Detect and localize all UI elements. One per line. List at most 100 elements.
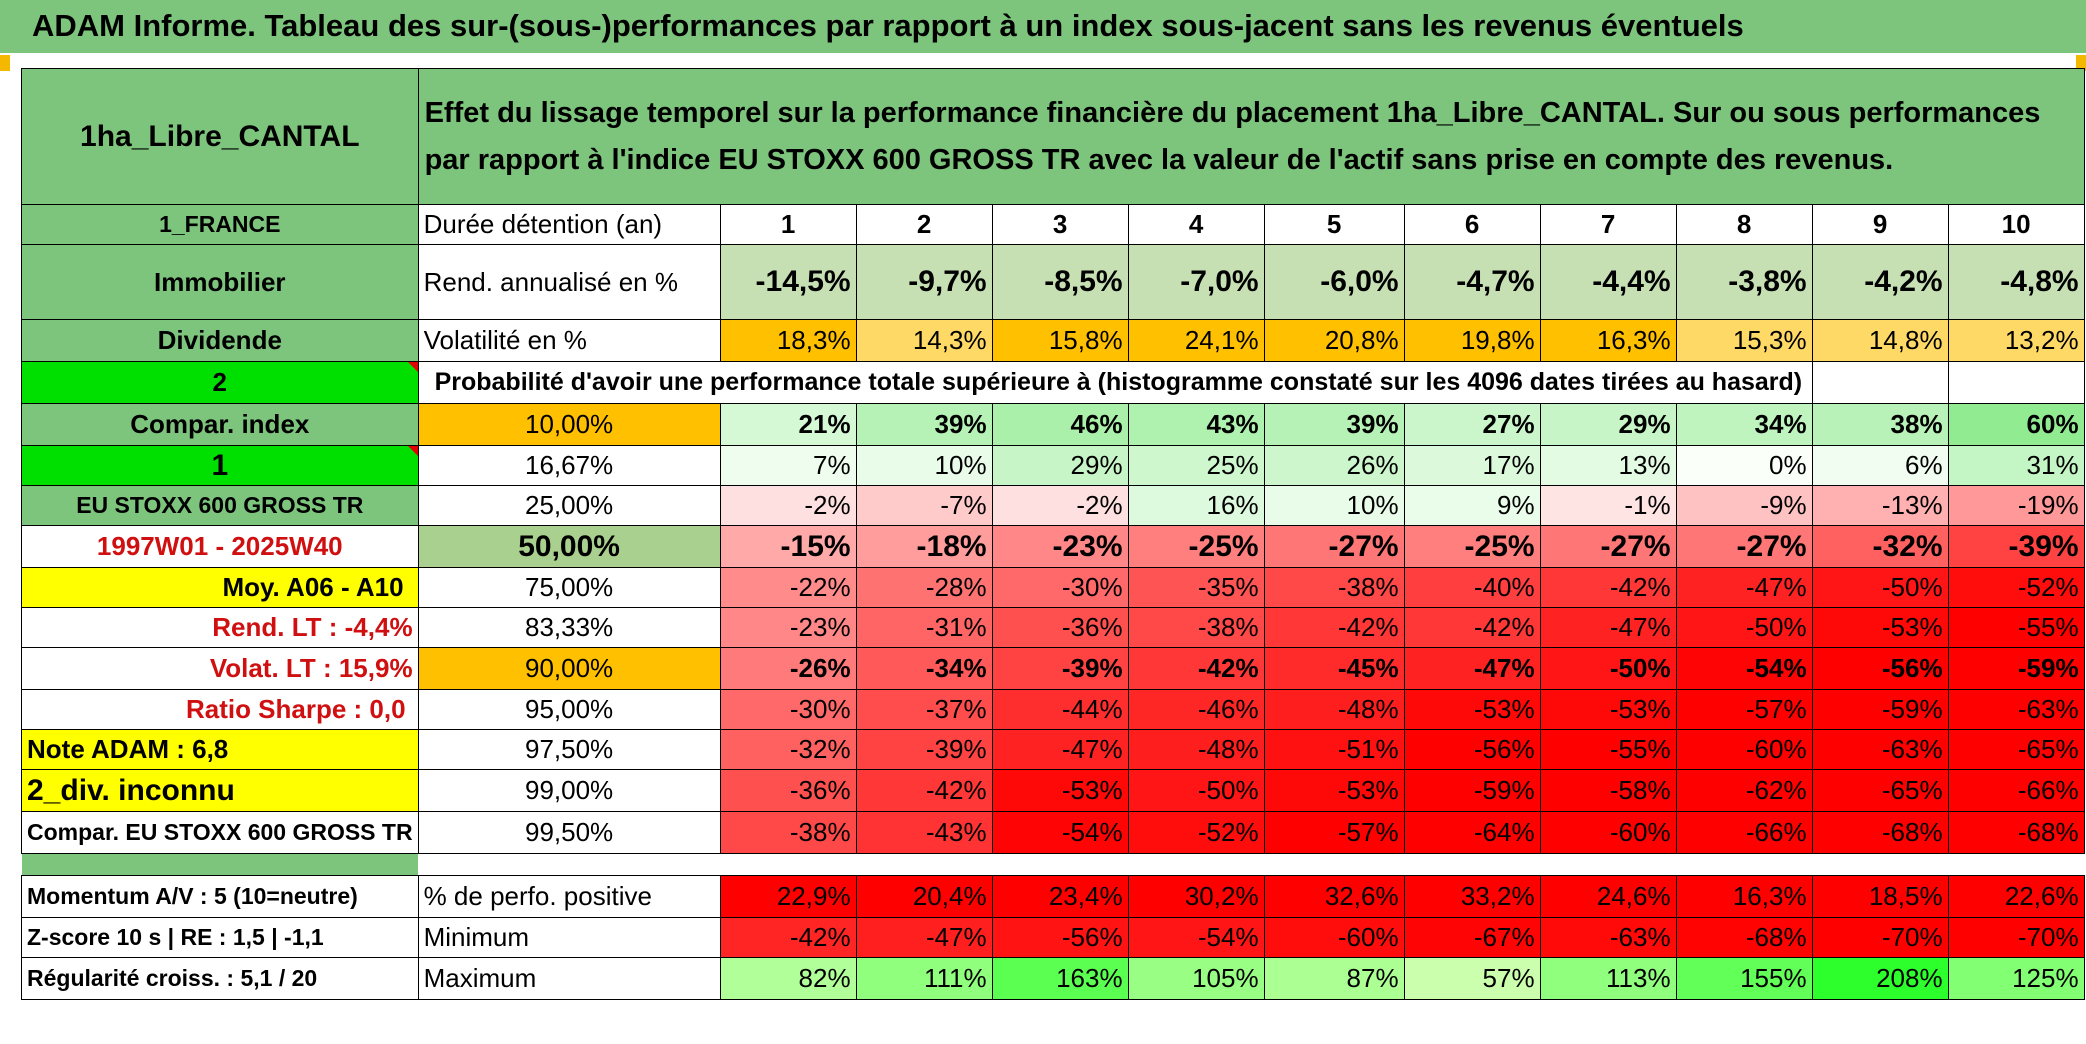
probability-value: -55% xyxy=(1947,607,2085,648)
momentum-label: Momentum A/V : 5 (10=neutre) xyxy=(21,875,419,918)
rend-value: -4,7% xyxy=(1403,244,1541,320)
probability-value: -53% xyxy=(1263,769,1405,812)
probability-value: -39% xyxy=(991,647,1129,690)
year-header: 6 xyxy=(1403,204,1541,245)
selector-2[interactable]: 1 xyxy=(21,445,419,486)
compar-index-label: Compar. index xyxy=(21,403,419,446)
threshold-value: 16,67% xyxy=(417,445,721,486)
rend-value: -14,5% xyxy=(719,244,857,320)
probability-value: -35% xyxy=(1127,567,1265,608)
rend-value: -7,0% xyxy=(1127,244,1265,320)
volat-lt-label: Volat. LT : 15,9% xyxy=(21,647,419,690)
probability-value: -39% xyxy=(1947,525,2085,568)
selector-1[interactable]: 2 xyxy=(21,361,419,404)
probability-value: -25% xyxy=(1403,525,1541,568)
sharpe-label: Ratio Sharpe : 0,0 xyxy=(21,689,419,730)
year-header: 3 xyxy=(991,204,1129,245)
probability-value: -9% xyxy=(1675,485,1813,526)
probability-value: -40% xyxy=(1403,567,1541,608)
vol-value: 16,3% xyxy=(1539,319,1677,362)
spacer-cell xyxy=(856,853,993,876)
probability-value: -28% xyxy=(855,567,993,608)
rend-value: -3,8% xyxy=(1675,244,1813,320)
probability-value: -18% xyxy=(855,525,993,568)
pct-positive-value: 33,2% xyxy=(1403,875,1541,918)
probability-value: -68% xyxy=(1947,811,2085,854)
probability-value: -42% xyxy=(1263,607,1405,648)
div-label: 2_div. inconnu xyxy=(21,769,419,812)
spacer-cell xyxy=(1812,853,1949,876)
probability-value: 46% xyxy=(991,403,1129,446)
probability-value: -37% xyxy=(855,689,993,730)
minimum-value: -54% xyxy=(1127,917,1265,958)
probability-value: -63% xyxy=(1947,689,2085,730)
vol-value: 24,1% xyxy=(1127,319,1265,362)
vol-value: 14,8% xyxy=(1811,319,1949,362)
probability-value: -52% xyxy=(1127,811,1265,854)
fund-name: 1ha_Libre_CANTAL xyxy=(21,68,419,205)
report-title: ADAM Informe. Tableau des sur-(sous-)per… xyxy=(32,8,1744,43)
vol-value: 13,2% xyxy=(1947,319,2085,362)
probability-value: 17% xyxy=(1403,445,1541,486)
probability-value: 26% xyxy=(1263,445,1405,486)
year-header: 10 xyxy=(1947,204,2085,245)
probability-value: -47% xyxy=(991,729,1129,770)
probability-value: 13% xyxy=(1539,445,1677,486)
category-label: Immobilier xyxy=(21,244,419,320)
year-header: 7 xyxy=(1539,204,1677,245)
probability-value: 25% xyxy=(1127,445,1265,486)
probability-value: -68% xyxy=(1811,811,1949,854)
index-name: EU STOXX 600 GROSS TR xyxy=(21,485,419,526)
rend-value: -4,4% xyxy=(1539,244,1677,320)
probability-value: 6% xyxy=(1811,445,1949,486)
probability-value: 10% xyxy=(1263,485,1405,526)
probability-value: -53% xyxy=(1403,689,1541,730)
maximum-value: 105% xyxy=(1127,957,1265,1000)
probability-value: -47% xyxy=(1403,647,1541,690)
zscore-label: Z-score 10 s | RE : 1,5 | -1,1 xyxy=(21,917,419,958)
probability-value: -48% xyxy=(1263,689,1405,730)
probability-value: -57% xyxy=(1263,811,1405,854)
maximum-label: Maximum xyxy=(417,957,721,1000)
probability-value: -32% xyxy=(1811,525,1949,568)
probability-value: -54% xyxy=(991,811,1129,854)
note-label: Note ADAM : 6,8 xyxy=(21,729,419,770)
probability-value: -66% xyxy=(1675,811,1813,854)
probability-value: 29% xyxy=(991,445,1129,486)
threshold-value: 83,33% xyxy=(417,607,721,648)
rend-value: -6,0% xyxy=(1263,244,1405,320)
threshold-value: 50,00% xyxy=(417,525,721,568)
probability-value: -15% xyxy=(719,525,857,568)
vol-value: 14,3% xyxy=(855,319,993,362)
threshold-value: 75,00% xyxy=(417,567,721,608)
probability-value: -54% xyxy=(1675,647,1813,690)
probability-value: -65% xyxy=(1811,769,1949,812)
spacer-cell xyxy=(1540,853,1677,876)
probability-value: -23% xyxy=(719,607,857,648)
maximum-value: 155% xyxy=(1675,957,1813,1000)
maximum-value: 87% xyxy=(1263,957,1405,1000)
pct-positive-value: 16,3% xyxy=(1675,875,1813,918)
probability-value: -36% xyxy=(719,769,857,812)
probability-value: -30% xyxy=(719,689,857,730)
probability-value: -26% xyxy=(719,647,857,690)
year-header: 4 xyxy=(1127,204,1265,245)
probability-value: -51% xyxy=(1263,729,1405,770)
probability-value: -13% xyxy=(1811,485,1949,526)
regularite-label: Régularité croiss. : 5,1 / 20 xyxy=(21,957,419,1000)
probability-value: -50% xyxy=(1539,647,1677,690)
minimum-value: -70% xyxy=(1947,917,2085,958)
performance-table: 1ha_Libre_CANTAL Effet du lissage tempore… xyxy=(21,68,2085,1000)
minimum-value: -47% xyxy=(855,917,993,958)
threshold-value: 97,50% xyxy=(417,729,721,770)
probability-value: -57% xyxy=(1675,689,1813,730)
probability-value: -50% xyxy=(1675,607,1813,648)
probability-value: 60% xyxy=(1947,403,2085,446)
spacer-cell xyxy=(418,853,721,876)
spacer-cell xyxy=(1404,853,1541,876)
probability-value: -53% xyxy=(1811,607,1949,648)
probability-value: -47% xyxy=(1675,567,1813,608)
pct-positive-value: 30,2% xyxy=(1127,875,1265,918)
minimum-value: -56% xyxy=(991,917,1129,958)
probability-value: -59% xyxy=(1947,647,2085,690)
